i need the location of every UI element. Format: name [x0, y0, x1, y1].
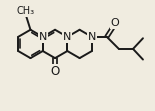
- Text: CH₃: CH₃: [16, 6, 35, 16]
- Text: N: N: [39, 32, 47, 42]
- Text: O: O: [111, 18, 120, 28]
- Text: N: N: [63, 32, 71, 42]
- Text: O: O: [50, 65, 60, 78]
- Text: N: N: [88, 32, 96, 42]
